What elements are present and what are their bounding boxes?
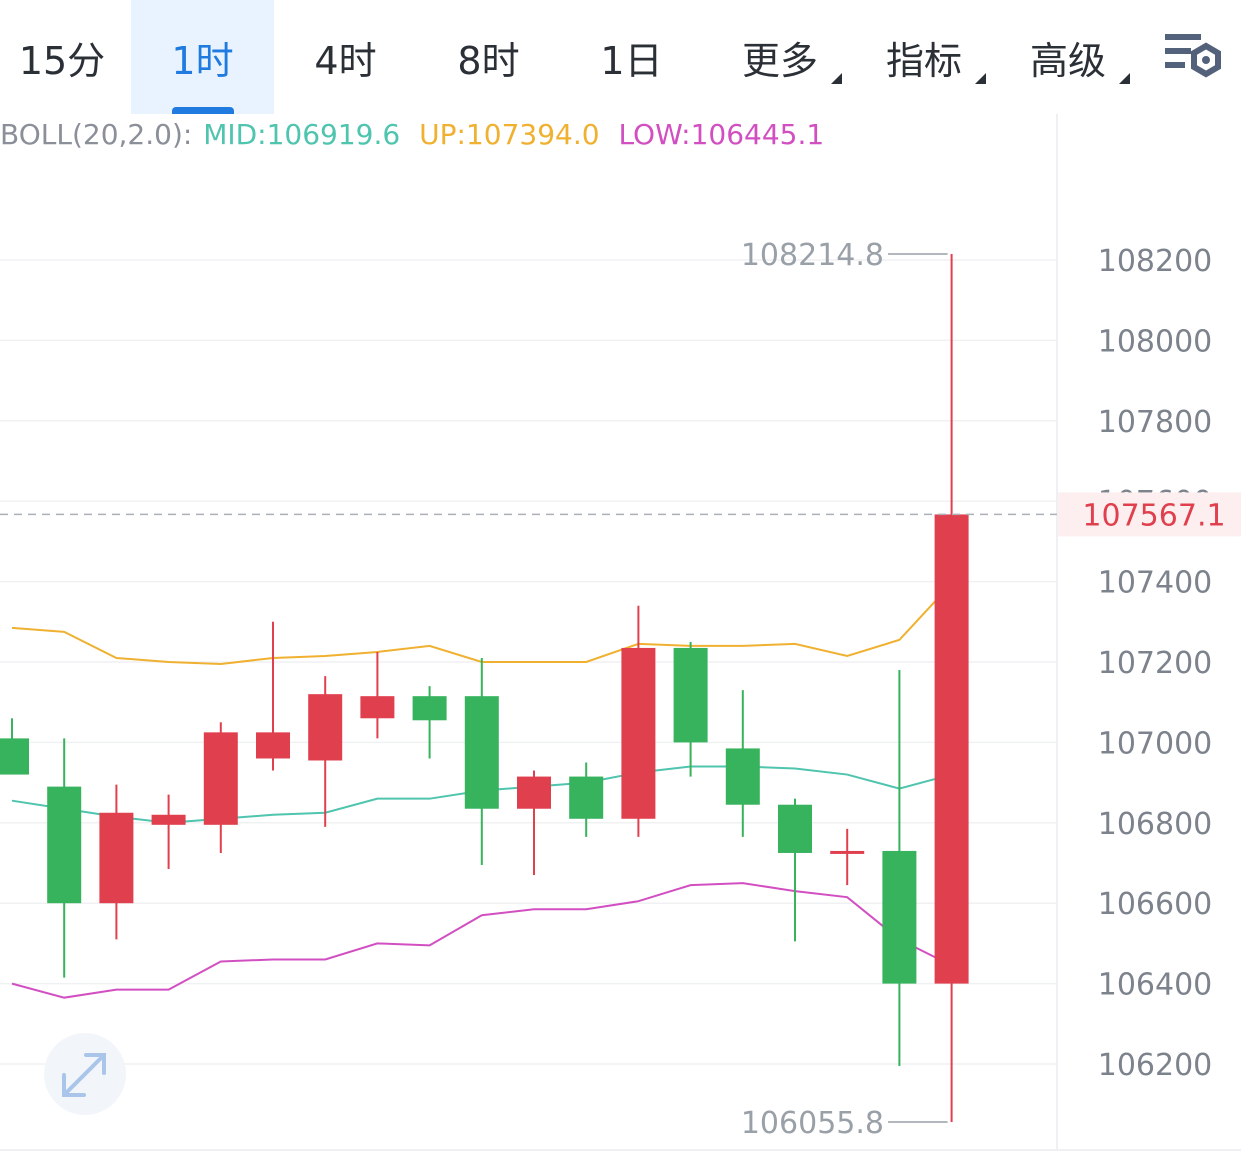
candle [256, 621, 290, 771]
candle [934, 254, 969, 1122]
candle [47, 738, 82, 978]
candle [569, 762, 604, 837]
active-tab-indicator [171, 107, 234, 114]
candle-body [569, 776, 604, 819]
candle-body [151, 814, 186, 825]
y-tick-label: 106400 [1098, 968, 1213, 1003]
candle [778, 798, 812, 942]
candle [0, 718, 29, 775]
candle-body [621, 647, 656, 819]
candle-body [725, 748, 760, 805]
expand-arrows-icon[interactable] [44, 1033, 126, 1115]
candle [308, 676, 343, 827]
timeframe-tab-bar: 15分 1时 4时 8时 1日 更多 指标 高级 [0, 0, 1241, 114]
candle-body [412, 696, 447, 721]
high-price-label: 108214.8 [741, 238, 884, 273]
candle [621, 605, 656, 837]
candle-body [830, 850, 865, 854]
boll-upper-line [11, 582, 953, 666]
low-price-label: 106055.8 [741, 1106, 884, 1141]
candle-body [934, 514, 969, 984]
candle-body [360, 696, 395, 719]
candle-body [673, 647, 708, 743]
candlestick-chart[interactable]: 1082001080001078001076001074001072001070… [0, 114, 1241, 1160]
y-tick-label: 108000 [1098, 324, 1213, 359]
dropdown-triangle-icon [975, 73, 986, 84]
tab-15m[interactable]: 15分 [0, 0, 124, 114]
dropdown-triangle-icon [1119, 73, 1130, 84]
tab-label: 15分 [18, 38, 106, 83]
tab-1h[interactable]: 1时 [131, 0, 274, 114]
candle [203, 722, 238, 853]
candle [99, 784, 134, 940]
candle-body [778, 804, 812, 853]
current-price-label: 107567.1 [1082, 498, 1225, 533]
candle [673, 641, 708, 777]
candle-body [0, 738, 29, 775]
candle [882, 670, 917, 1067]
candle-body [47, 786, 82, 904]
tab-label: 指标 [885, 38, 962, 83]
tab-8h[interactable]: 8时 [417, 0, 560, 114]
tab-more[interactable]: 更多 [712, 0, 848, 114]
boll-mid-value: MID:106919.6 [203, 118, 401, 151]
candle-body [256, 732, 290, 759]
candle-body [99, 812, 134, 904]
boll-indicator-legend: BOLL(20,2.0): MID:106919.6 UP:107394.0 L… [0, 118, 834, 151]
candle-body [517, 776, 551, 809]
y-tick-label: 106800 [1098, 807, 1213, 842]
y-tick-label: 107400 [1098, 566, 1213, 601]
y-tick-label: 107000 [1098, 726, 1213, 761]
tab-label: 1时 [171, 38, 234, 83]
current-price-badge [1058, 492, 1241, 537]
dropdown-triangle-icon [831, 73, 842, 84]
y-tick-label: 106600 [1098, 887, 1213, 922]
y-tick-label: 108200 [1098, 244, 1213, 279]
tab-label: 更多 [741, 38, 818, 83]
candle [412, 686, 447, 759]
candle-body [882, 850, 917, 984]
boll-lower-line [11, 882, 953, 999]
candle-body [308, 694, 343, 761]
candle [464, 657, 499, 866]
tab-advanced[interactable]: 高级 [1000, 0, 1136, 114]
candle [360, 651, 395, 739]
candle-body [203, 732, 238, 825]
tab-4h[interactable]: 4时 [274, 0, 417, 114]
tab-label: 8时 [457, 38, 520, 83]
candle [725, 690, 760, 837]
candle [830, 828, 865, 886]
tab-label: 1日 [600, 38, 663, 83]
tab-1d[interactable]: 1日 [560, 0, 703, 114]
chart-settings-icon[interactable] [1160, 26, 1226, 86]
candle [151, 794, 186, 870]
candle [517, 770, 551, 876]
tab-label: 高级 [1029, 38, 1106, 83]
tab-indicators[interactable]: 指标 [856, 0, 992, 114]
y-tick-label: 107800 [1098, 405, 1213, 440]
boll-up-value: UP:107394.0 [419, 118, 600, 151]
candle-body [464, 696, 499, 809]
tab-label: 4时 [314, 38, 377, 83]
y-tick-label: 107200 [1098, 646, 1213, 681]
y-tick-label: 106200 [1098, 1048, 1213, 1083]
boll-name: BOLL(20,2.0): [0, 118, 193, 151]
boll-low-value: LOW:106445.1 [618, 118, 825, 151]
